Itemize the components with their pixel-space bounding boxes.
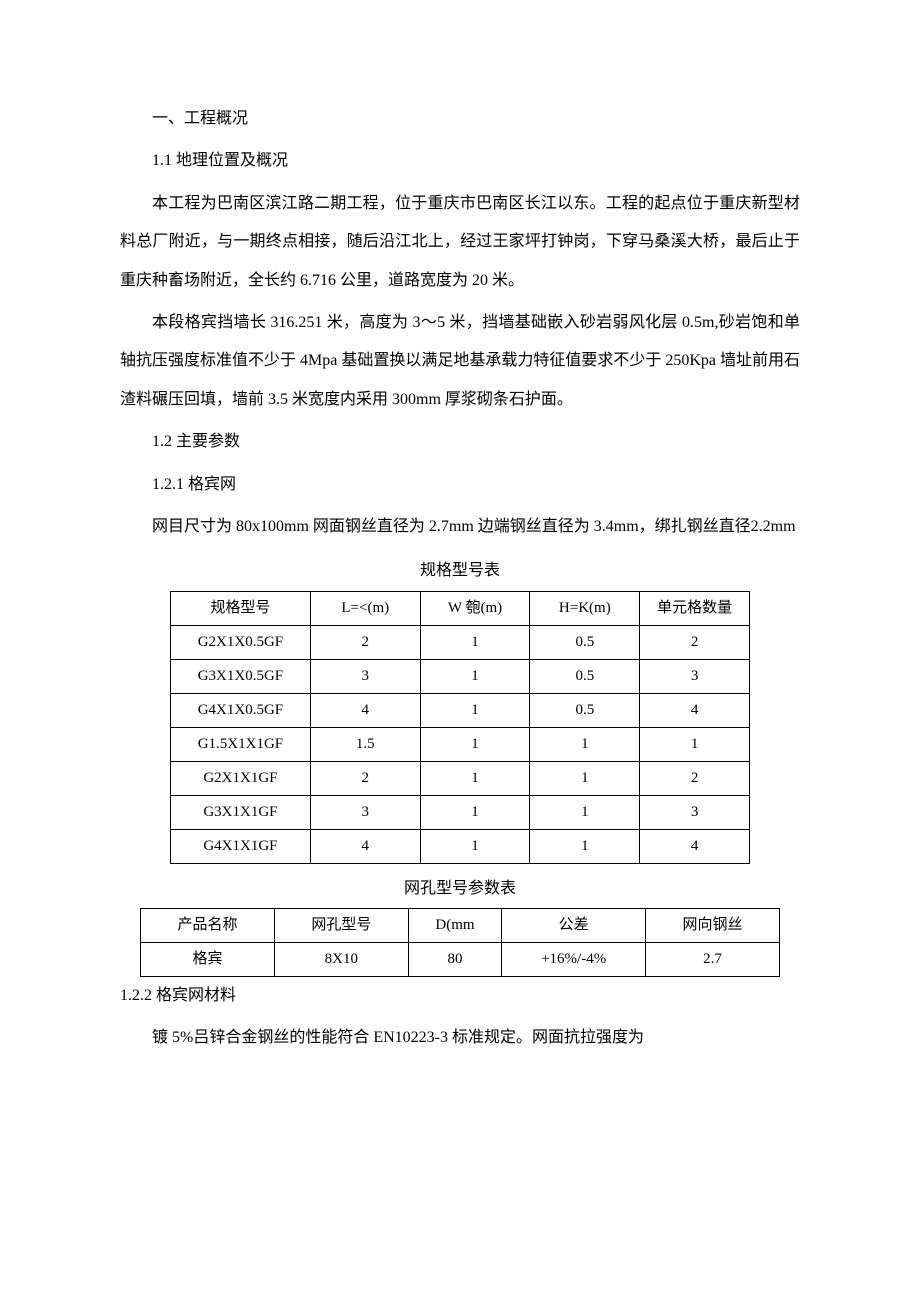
table-header-row: 产品名称 网孔型号 D(mm 公差 网向钢丝	[141, 909, 780, 943]
table-header: 网向钢丝	[646, 909, 780, 943]
table-cell: G4X1X1GF	[171, 829, 311, 863]
para-1-1-1: 本工程为巴南区滨江路二期工程，位于重庆市巴南区长江以东。工程的起点位于重庆新型材…	[120, 185, 800, 300]
table-cell: 1	[640, 727, 750, 761]
heading-1-2-1: 1.2.1 格宾网	[120, 466, 800, 504]
table-row: G3X1X0.5GF 3 1 0.5 3	[171, 659, 750, 693]
table-cell: 4	[310, 693, 420, 727]
table-header: W 匏(m)	[420, 591, 530, 625]
table-header: 产品名称	[141, 909, 275, 943]
table-cell: 1	[420, 761, 530, 795]
table-cell: 1.5	[310, 727, 420, 761]
table-row: G4X1X0.5GF 4 1 0.5 4	[171, 693, 750, 727]
table-header: L=<(m)	[310, 591, 420, 625]
table-cell: 3	[310, 795, 420, 829]
table-cell: 2	[640, 761, 750, 795]
table-cell: G4X1X0.5GF	[171, 693, 311, 727]
table-cell: G1.5X1X1GF	[171, 727, 311, 761]
table-cell: 2	[310, 625, 420, 659]
table-cell: 3	[640, 795, 750, 829]
para-1-1-2: 本段格宾挡墙长 316.251 米，高度为 3～5 米，挡墙基础嵌入砂岩弱风化层…	[120, 304, 800, 419]
heading-1-2: 1.2 主要参数	[120, 423, 800, 461]
table-cell: 80	[408, 943, 501, 977]
table-cell: G3X1X1GF	[171, 795, 311, 829]
para-1-2-1-1: 网目尺寸为 80x100mm 网面钢丝直径为 2.7mm 边端钢丝直径为 3.4…	[120, 508, 800, 546]
table-cell: 1	[530, 761, 640, 795]
table-cell: 1	[420, 727, 530, 761]
table-cell: 1	[420, 795, 530, 829]
table-cell: 3	[310, 659, 420, 693]
table-cell: 4	[640, 693, 750, 727]
table-cell: 2	[310, 761, 420, 795]
table-header: 单元格数量	[640, 591, 750, 625]
table-header: H=K(m)	[530, 591, 640, 625]
table-row: G2X1X0.5GF 2 1 0.5 2	[171, 625, 750, 659]
heading-1-1: 1.1 地理位置及概况	[120, 142, 800, 180]
table-row: G2X1X1GF 2 1 1 2	[171, 761, 750, 795]
table-cell: 1	[530, 795, 640, 829]
heading-1-2-2: 1.2.2 格宾网材料	[120, 977, 800, 1015]
table2-title: 网孔型号参数表	[120, 870, 800, 908]
table-row: G1.5X1X1GF 1.5 1 1 1	[171, 727, 750, 761]
table-cell: 1	[420, 659, 530, 693]
table-cell: 8X10	[274, 943, 408, 977]
table-cell: +16%/-4%	[502, 943, 646, 977]
table-cell: 1	[420, 693, 530, 727]
table-row: G3X1X1GF 3 1 1 3	[171, 795, 750, 829]
table1-title: 规格型号表	[120, 552, 800, 590]
table-cell: G3X1X0.5GF	[171, 659, 311, 693]
table-cell: 2.7	[646, 943, 780, 977]
table-cell: G2X1X0.5GF	[171, 625, 311, 659]
table-header: 规格型号	[171, 591, 311, 625]
table-cell: 4	[640, 829, 750, 863]
table-cell: G2X1X1GF	[171, 761, 311, 795]
table-row: G4X1X1GF 4 1 1 4	[171, 829, 750, 863]
table-header-row: 规格型号 L=<(m) W 匏(m) H=K(m) 单元格数量	[171, 591, 750, 625]
table-cell: 0.5	[530, 625, 640, 659]
table-cell: 1	[530, 727, 640, 761]
table-cell: 3	[640, 659, 750, 693]
table-cell: 4	[310, 829, 420, 863]
table-cell: 格宾	[141, 943, 275, 977]
document-content: 一、工程概况 1.1 地理位置及概况 本工程为巴南区滨江路二期工程，位于重庆市巴…	[120, 100, 800, 1058]
table2-body: 格宾 8X10 80 +16%/-4% 2.7	[141, 943, 780, 977]
heading-section-1: 一、工程概况	[120, 100, 800, 138]
table-cell: 1	[530, 829, 640, 863]
table-cell: 0.5	[530, 659, 640, 693]
spec-table: 规格型号 L=<(m) W 匏(m) H=K(m) 单元格数量 G2X1X0.5…	[170, 591, 750, 864]
table1-body: G2X1X0.5GF 2 1 0.5 2 G3X1X0.5GF 3 1 0.5 …	[171, 625, 750, 863]
table-header: D(mm	[408, 909, 501, 943]
mesh-param-table: 产品名称 网孔型号 D(mm 公差 网向钢丝 格宾 8X10 80 +16%/-…	[140, 908, 780, 977]
table-header: 公差	[502, 909, 646, 943]
para-1-2-2-1: 镀 5%吕锌合金钢丝的性能符合 EN10223-3 标准规定。网面抗拉强度为	[120, 1019, 800, 1057]
table-cell: 1	[420, 829, 530, 863]
table-cell: 0.5	[530, 693, 640, 727]
table-header: 网孔型号	[274, 909, 408, 943]
table-cell: 1	[420, 625, 530, 659]
table-row: 格宾 8X10 80 +16%/-4% 2.7	[141, 943, 780, 977]
table-cell: 2	[640, 625, 750, 659]
